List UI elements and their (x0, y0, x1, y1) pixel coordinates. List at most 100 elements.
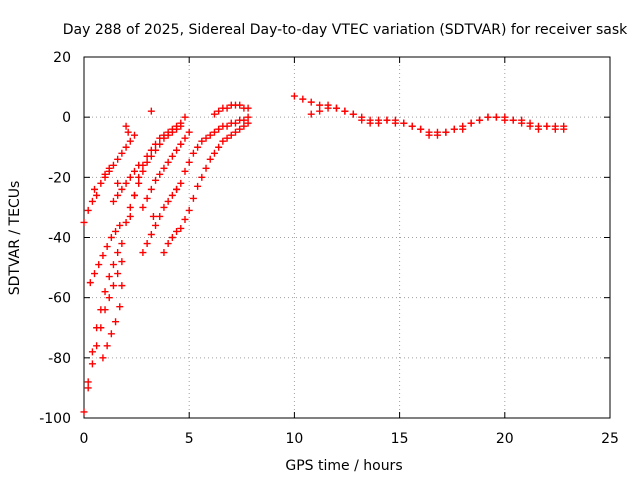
data-point (164, 158, 172, 166)
y-tick-label: 0 (62, 110, 71, 126)
y-axis-label: SDTVAR / TECUs (7, 181, 23, 296)
series-arc-f (101, 131, 138, 181)
data-point (177, 119, 185, 127)
x-tick-label: 0 (80, 431, 89, 447)
y-tick-label: 20 (53, 50, 71, 66)
data-point (105, 167, 113, 175)
data-point (147, 107, 155, 115)
data-point (149, 212, 157, 220)
data-point (101, 173, 109, 181)
data-point (560, 125, 568, 133)
data-points (80, 92, 568, 416)
data-point (80, 218, 88, 226)
data-point (109, 282, 117, 290)
data-point (99, 252, 107, 260)
data-point (215, 107, 223, 115)
data-point (91, 185, 99, 193)
chart-title: Day 288 of 2025, Sidereal Day-to-day VTE… (63, 22, 628, 38)
y-tick-label: -40 (48, 231, 71, 247)
data-point (105, 273, 113, 281)
data-point (198, 173, 206, 181)
data-point (236, 101, 244, 109)
data-point (185, 128, 193, 136)
data-point (101, 306, 109, 314)
series-arc-h (122, 122, 185, 226)
data-point (95, 261, 103, 269)
series-isolated (91, 107, 181, 220)
series-arc-b (80, 240, 126, 416)
data-point (126, 212, 134, 220)
plot-frame (83, 56, 611, 419)
data-point (116, 221, 124, 229)
data-point (164, 240, 172, 248)
data-point (551, 125, 559, 133)
data-point (210, 110, 218, 118)
data-point (231, 119, 239, 127)
data-point (109, 261, 117, 269)
data-point (156, 212, 164, 220)
data-point (534, 125, 542, 133)
data-point (122, 179, 130, 187)
data-point (164, 197, 172, 205)
data-point (383, 116, 391, 124)
data-point (215, 125, 223, 133)
data-point (164, 128, 172, 136)
data-point (181, 113, 189, 121)
data-point (518, 119, 526, 127)
data-point (501, 116, 509, 124)
y-tick-label: -80 (48, 351, 71, 367)
data-point (139, 203, 147, 211)
data-point (118, 258, 126, 266)
data-point (116, 303, 124, 311)
data-point (194, 182, 202, 190)
data-point (88, 348, 96, 356)
data-point (219, 137, 227, 145)
data-point (80, 408, 88, 416)
data-point (109, 197, 117, 205)
data-point (118, 282, 126, 290)
series-arc-g (109, 161, 143, 205)
data-point (112, 318, 120, 326)
y-tick-label: -100 (39, 411, 71, 427)
data-point (114, 270, 122, 278)
data-point (177, 224, 185, 232)
data-point (130, 191, 138, 199)
data-point (139, 161, 147, 169)
data-point (459, 122, 467, 130)
data-point (122, 143, 130, 151)
data-point (91, 270, 99, 278)
data-point (223, 134, 231, 142)
data-point (152, 221, 160, 229)
data-point (168, 152, 176, 160)
series-arc-m (177, 113, 252, 187)
data-point (84, 378, 92, 386)
data-point (139, 167, 147, 175)
data-point (147, 146, 155, 154)
data-point (84, 206, 92, 214)
data-point (181, 134, 189, 142)
data-point (126, 203, 134, 211)
x-tick-label: 5 (185, 431, 194, 447)
data-point (181, 215, 189, 223)
data-point (185, 206, 193, 214)
y-tick-label: -20 (48, 170, 71, 186)
data-point (307, 110, 315, 118)
series-arc-d (86, 221, 124, 287)
series-arc-k (139, 185, 181, 257)
x-tick-label: 20 (496, 431, 514, 447)
data-point (244, 113, 252, 121)
tick-labels: 0 5 10 15 20 25 -100 -80 -60 -40 -20 0 20 (39, 50, 619, 447)
data-point (114, 249, 122, 257)
data-point (99, 354, 107, 362)
data-point (143, 240, 151, 248)
data-point (181, 167, 189, 175)
data-point (290, 92, 298, 100)
data-point (476, 116, 484, 124)
data-point (173, 227, 181, 235)
data-point (160, 249, 168, 257)
series-arc-p (307, 104, 568, 139)
data-point (425, 131, 433, 139)
data-point (240, 116, 248, 124)
data-point (442, 128, 450, 136)
data-point (189, 194, 197, 202)
